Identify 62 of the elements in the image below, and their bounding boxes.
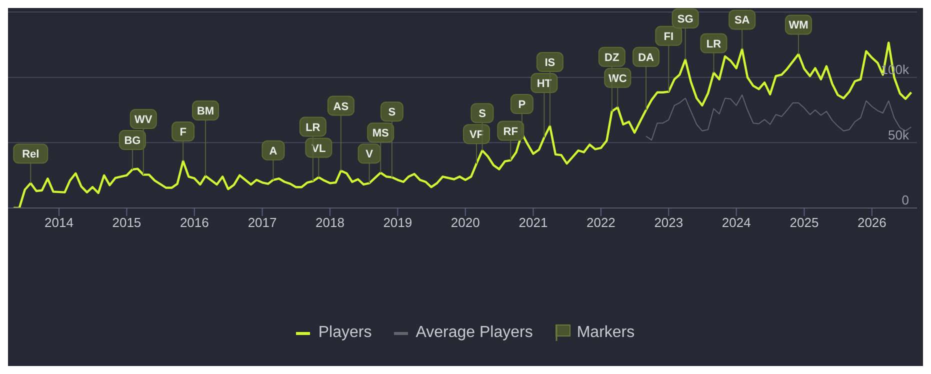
tag-label: Rel — [13, 144, 48, 184]
x-tick-label: 2016 — [180, 215, 209, 230]
annotation: V — [366, 148, 374, 161]
tag-label: V — [358, 144, 381, 184]
x-tick-label: 2020 — [450, 215, 480, 230]
annotation: P — [518, 99, 526, 112]
annotation: S — [478, 108, 486, 120]
annotation: LR — [706, 38, 722, 50]
tag-label: WC — [604, 68, 632, 108]
tag-label: VL — [305, 138, 332, 178]
annotation: WM — [788, 20, 808, 32]
annotation: FI — [664, 30, 674, 43]
annotation: DA — [638, 52, 654, 64]
x-tick-label: 2023 — [654, 215, 684, 230]
annotation: S — [388, 106, 396, 119]
annotation: SG — [677, 14, 694, 26]
x-tick-label: 2024 — [722, 215, 751, 230]
annotation: A — [269, 145, 278, 158]
annotation: Rel — [22, 148, 40, 161]
annotation: SA — [734, 14, 750, 27]
annotation: MS — [372, 128, 389, 140]
annotation: DZ — [604, 52, 620, 64]
tag-label: DA — [632, 46, 660, 110]
legend-label: Average Players — [414, 324, 533, 342]
tag-label: AS — [327, 96, 354, 172]
tag-label: BG — [118, 130, 146, 170]
x-tick-label: 2021 — [518, 215, 548, 230]
x-tick-label: 2015 — [112, 215, 142, 230]
tag-label: WM — [784, 14, 812, 55]
tag-label: SG — [672, 8, 699, 60]
tag-label: VF — [463, 124, 490, 164]
annotation: HT — [536, 78, 552, 90]
annotation: VF — [469, 129, 484, 142]
annotation: AS — [333, 100, 349, 113]
annotation: F — [180, 126, 187, 138]
tag-label: RF — [497, 120, 524, 161]
x-tick-label: 2026 — [857, 215, 886, 230]
legend-label: Players — [317, 324, 372, 342]
annotation: BM — [196, 105, 214, 118]
tag-label: LR — [700, 33, 728, 74]
tag-label: FI — [655, 26, 682, 92]
tag-label: HT — [530, 73, 558, 138]
annotation: WC — [608, 72, 627, 85]
x-tick-label: 2025 — [790, 215, 819, 230]
x-tick-label: 2018 — [316, 215, 344, 230]
annotation: WV — [134, 114, 153, 126]
x-tick-label: 2014 — [44, 215, 74, 230]
text: Markers — [576, 324, 635, 342]
x-tick-label: 2022 — [586, 215, 616, 230]
annotation: BG — [124, 134, 141, 147]
y-tick-label: 50k — [888, 127, 910, 142]
annotation: VL — [312, 142, 326, 155]
y-tick-label: 0 — [902, 192, 909, 208]
tag-label: BM — [192, 100, 220, 176]
tag-label: SA — [728, 10, 756, 50]
tag-label: F — [172, 121, 195, 162]
annotation: RF — [503, 126, 518, 138]
tag-label: A — [262, 140, 285, 180]
x-tick-label: 2017 — [248, 215, 277, 230]
annotation: LR — [306, 122, 320, 134]
annotation: IS — [544, 57, 556, 70]
x-tick-label: 2019 — [383, 215, 412, 230]
